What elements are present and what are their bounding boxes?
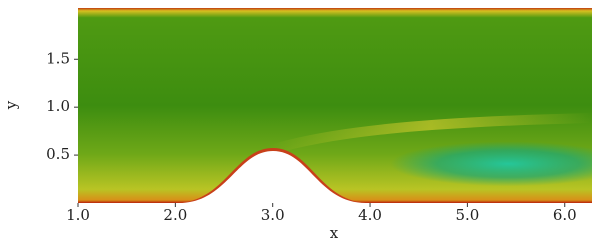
y-tick-label: 1.5 — [46, 49, 70, 67]
x-axis-label: x — [330, 224, 339, 242]
y-tick-label: 1.0 — [46, 97, 70, 115]
y-tick-label: 0.5 — [46, 145, 70, 163]
shear-layer — [268, 113, 593, 155]
hill — [179, 151, 366, 203]
x-tick-label: 2.0 — [163, 206, 187, 224]
y-axis-label: y — [2, 100, 20, 110]
x-tick-label: 5.0 — [455, 206, 479, 224]
x-tick-label: 4.0 — [358, 206, 382, 224]
x-tick-label: 1.0 — [66, 206, 90, 224]
x-tick-label: 3.0 — [261, 206, 285, 224]
x-tick-label: 6.0 — [553, 206, 577, 224]
